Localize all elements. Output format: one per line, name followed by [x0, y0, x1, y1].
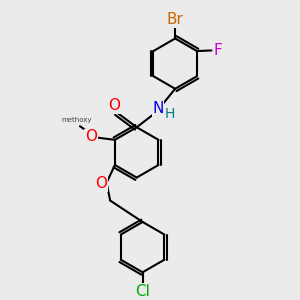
Text: O: O: [95, 176, 107, 191]
Text: H: H: [165, 107, 175, 121]
Text: Br: Br: [167, 12, 184, 27]
Text: F: F: [213, 43, 222, 58]
Text: Cl: Cl: [135, 284, 150, 299]
Text: O: O: [108, 98, 120, 113]
Text: O: O: [85, 129, 97, 144]
Text: methoxy: methoxy: [61, 117, 92, 123]
Text: N: N: [152, 101, 164, 116]
